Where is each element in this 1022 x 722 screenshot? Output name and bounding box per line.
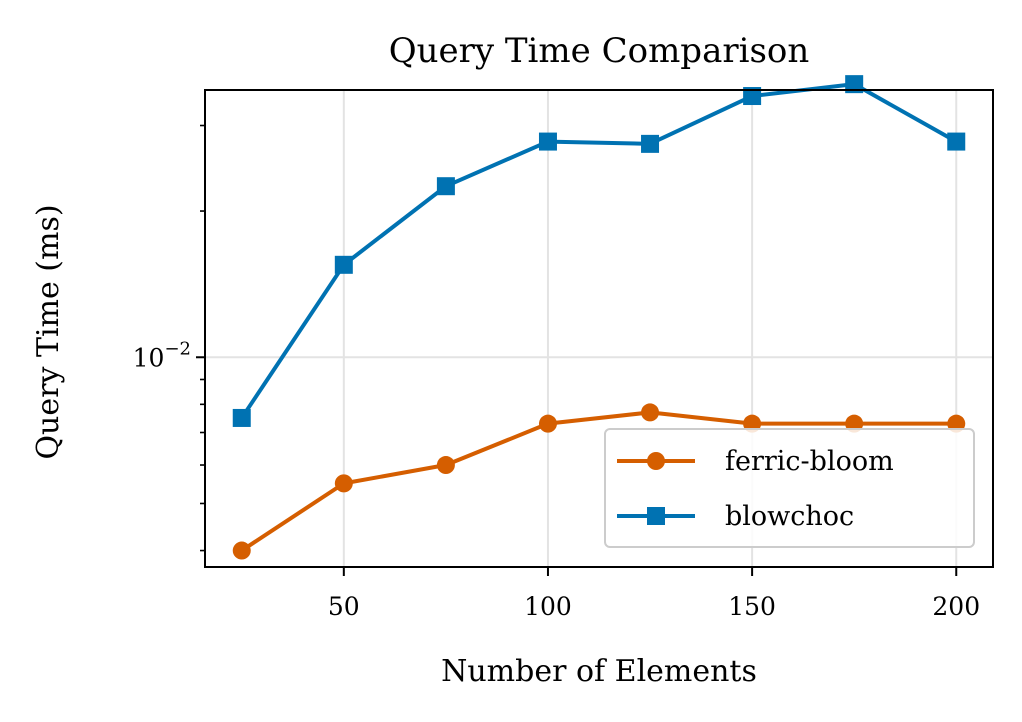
data-point <box>232 541 251 560</box>
x-tick-label: 200 <box>932 592 980 621</box>
y-tick-label: 10−2 <box>133 338 191 372</box>
legend: ferric-bloom blowchoc <box>604 428 975 548</box>
data-point <box>641 403 660 422</box>
data-point <box>743 87 762 106</box>
legend-box <box>604 428 975 548</box>
data-point <box>436 456 455 475</box>
x-tick-label: 100 <box>524 592 572 621</box>
series-line-ferric-bloom <box>240 410 957 553</box>
data-point <box>436 177 455 196</box>
legend-label-blowchoc: blowchoc <box>725 501 854 532</box>
legend-label-ferric-bloom: ferric-bloom <box>725 446 894 477</box>
y-axis-label: Query Time (ms) <box>31 204 66 459</box>
series-line-blowchoc <box>240 82 958 420</box>
plot-frame <box>204 89 994 568</box>
data-point <box>641 134 660 153</box>
y-tick-label-exponent: −2 <box>164 338 191 359</box>
legend-marker-blowchoc <box>647 507 665 525</box>
data-point <box>334 255 353 274</box>
tick-layer: 50 100 150 200 10−2 <box>133 124 980 621</box>
data-point <box>538 414 557 433</box>
x-axis-label: Number of Elements <box>441 654 757 689</box>
legend-marker-ferric-bloom <box>647 452 665 470</box>
data-point <box>947 132 966 151</box>
data-point <box>845 75 864 94</box>
data-point <box>538 132 557 151</box>
chart-title: Query Time Comparison <box>389 31 810 71</box>
data-point <box>334 474 353 493</box>
y-tick-label-base: 10 <box>133 343 165 372</box>
x-tick-label: 50 <box>328 592 360 621</box>
series-blowchoc <box>232 75 966 427</box>
x-tick-label: 150 <box>728 592 776 621</box>
data-point <box>232 408 251 427</box>
series-layer <box>232 75 966 560</box>
